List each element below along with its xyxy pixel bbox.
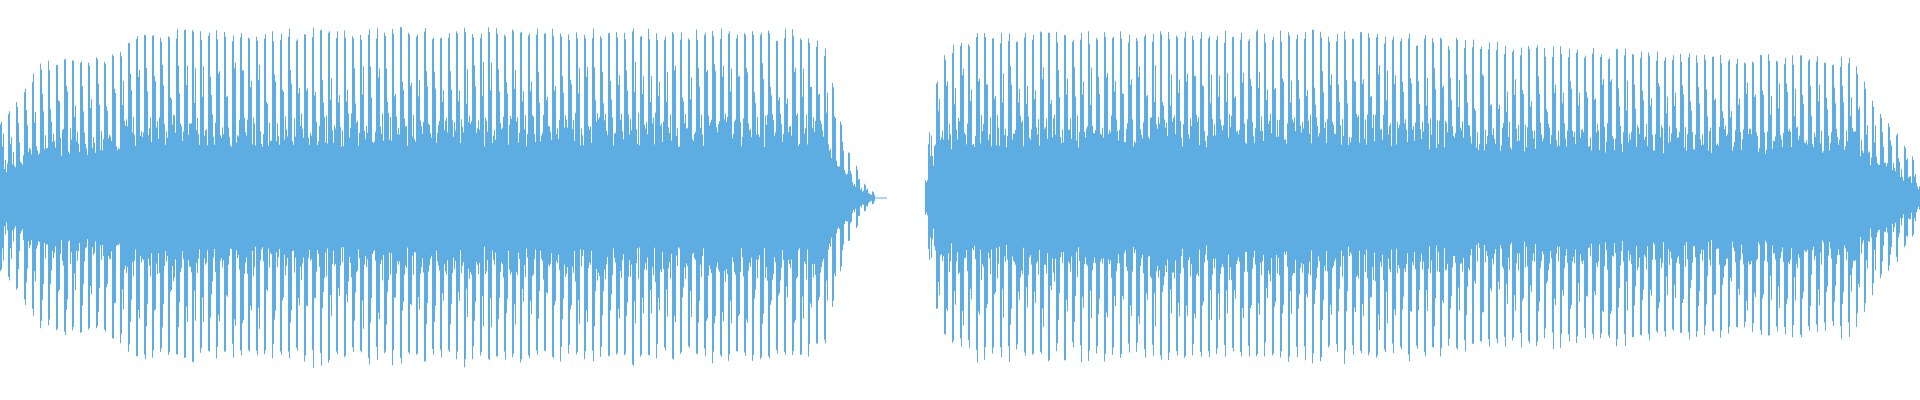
waveform-peaks <box>925 29 1920 364</box>
waveform-peaks <box>0 27 875 368</box>
waveform-segment-2 <box>925 29 1920 364</box>
waveform-segment-1 <box>0 27 875 368</box>
